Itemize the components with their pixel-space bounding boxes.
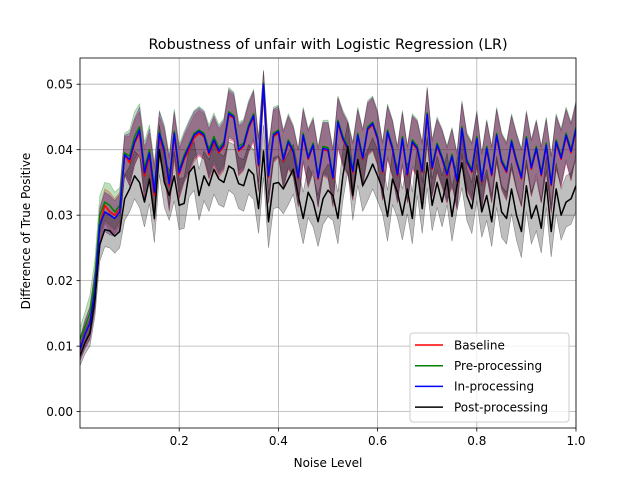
x-tick-label: 0.8 (467, 434, 486, 448)
series-group (80, 69, 576, 366)
legend-label: In-processing (454, 380, 534, 394)
plot-area: 0.2 0.4 0.6 0.8 1.0 0.00 0.01 0.02 0.03 0.04 0.05 B… (46, 57, 586, 448)
series-band-post-processing (80, 122, 576, 366)
x-tick-label: 1.0 (566, 434, 585, 448)
series-line-in-processing (80, 83, 576, 350)
x-tick-label: 0.2 (170, 434, 189, 448)
legend-label: Post-processing (454, 400, 548, 414)
y-tick-label: 0.01 (46, 339, 73, 353)
x-tick-label: 0.4 (269, 434, 288, 448)
legend-label: Pre-processing (454, 359, 542, 373)
series-band-baseline (80, 71, 576, 361)
y-tick-label: 0.04 (46, 143, 73, 157)
legend-label: Baseline (454, 338, 505, 352)
y-tick-label: 0.05 (46, 77, 73, 91)
legend: Baseline Pre-processing In-processing Post-… (409, 332, 570, 423)
series-line-post-processing (80, 145, 576, 357)
series-band-in-processing (80, 71, 576, 361)
y-tick-label: 0.00 (46, 405, 73, 419)
axes-frame (79, 57, 577, 429)
chart-title: Robustness of unfair with Logistic Regre… (148, 37, 507, 53)
series-band-pre-processing (80, 69, 576, 352)
y-tick-label: 0.02 (46, 274, 73, 288)
x-tick-label: 0.6 (368, 434, 387, 448)
y-axis-label: Difference of True Positive (19, 153, 33, 310)
legend-box (409, 332, 570, 423)
x-axis-label: Noise Level (294, 456, 363, 470)
y-tick-label: 0.03 (46, 208, 73, 222)
